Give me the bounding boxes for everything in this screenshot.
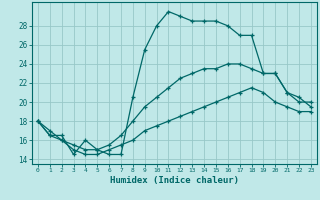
X-axis label: Humidex (Indice chaleur): Humidex (Indice chaleur) bbox=[110, 176, 239, 185]
